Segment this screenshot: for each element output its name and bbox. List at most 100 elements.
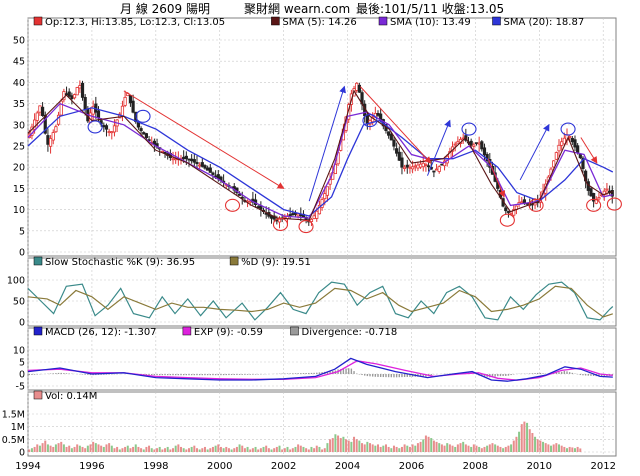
volume-bar bbox=[347, 440, 350, 452]
volume-bar bbox=[329, 439, 332, 452]
y-tick-label-price: 35 bbox=[13, 99, 25, 110]
x-tick-label: 1994 bbox=[15, 461, 40, 472]
volume-bar bbox=[315, 445, 318, 452]
volume-bar bbox=[552, 444, 555, 452]
y-tick-label-stoch: 50 bbox=[13, 297, 25, 308]
candle-body bbox=[562, 137, 566, 145]
volume-bar bbox=[515, 436, 518, 452]
candle-body bbox=[59, 100, 63, 116]
volume-bar bbox=[419, 441, 422, 452]
y-tick-label-price: 40 bbox=[13, 78, 25, 89]
candle-body bbox=[72, 94, 77, 99]
volume-bar bbox=[273, 448, 276, 452]
volume-bar bbox=[182, 448, 185, 452]
stoch-k-line bbox=[27, 281, 614, 321]
volume-bar bbox=[454, 446, 457, 452]
candle-body bbox=[190, 158, 194, 162]
volume-bar bbox=[539, 440, 542, 452]
volume-bar bbox=[148, 445, 151, 452]
volume-bar bbox=[318, 446, 321, 452]
volume-bar bbox=[544, 443, 547, 452]
candle-body bbox=[206, 167, 210, 171]
candle-body bbox=[424, 164, 428, 166]
volume-bar bbox=[124, 446, 127, 452]
volume-bar bbox=[265, 445, 268, 452]
volume-bar bbox=[456, 444, 459, 452]
trend-arrow-down bbox=[123, 90, 285, 189]
volume-bar bbox=[302, 446, 305, 452]
volume-bar bbox=[305, 448, 308, 452]
volume-bar bbox=[86, 445, 89, 452]
volume-bar bbox=[278, 445, 281, 452]
candle-body bbox=[198, 164, 202, 167]
candle-body bbox=[397, 151, 401, 161]
volume-bar bbox=[235, 446, 238, 452]
volume-bar bbox=[531, 433, 534, 452]
volume-bar bbox=[251, 448, 254, 452]
y-tick-label-stoch: 100 bbox=[7, 276, 25, 287]
volume-bar bbox=[334, 434, 337, 452]
volume-bar bbox=[281, 449, 284, 452]
x-tick-label: 2002 bbox=[271, 461, 296, 472]
x-tick-label: 2004 bbox=[335, 461, 360, 472]
candle-body bbox=[51, 132, 55, 141]
volume-bar bbox=[193, 445, 196, 452]
highlight-circle bbox=[606, 197, 622, 211]
candle-body bbox=[102, 125, 106, 128]
highlight-circle bbox=[272, 217, 289, 231]
y-tick-label-price: 25 bbox=[13, 142, 25, 153]
candle-body bbox=[560, 141, 564, 146]
x-tick-label: 1998 bbox=[143, 461, 168, 472]
highlight-circle bbox=[224, 198, 241, 212]
candle-body bbox=[453, 143, 457, 146]
candle-body bbox=[120, 105, 125, 117]
highlight-circle bbox=[528, 198, 544, 212]
volume-bar bbox=[528, 429, 531, 452]
volume-bar bbox=[166, 446, 169, 452]
volume-bar bbox=[534, 436, 537, 452]
volume-bar bbox=[299, 445, 302, 452]
sma5-line bbox=[27, 89, 613, 221]
volume-bar bbox=[507, 445, 510, 452]
highlight-circle bbox=[298, 220, 314, 234]
volume-bar bbox=[502, 448, 505, 452]
volume-bar bbox=[164, 448, 167, 452]
candle-body bbox=[413, 165, 417, 168]
candle-body bbox=[376, 113, 380, 116]
candle-body bbox=[43, 114, 47, 134]
volume-bar bbox=[257, 449, 260, 452]
volume-bar bbox=[294, 446, 297, 452]
candle-body bbox=[200, 162, 204, 167]
volume-bar bbox=[379, 446, 382, 452]
volume-bar bbox=[259, 448, 262, 452]
volume-bar bbox=[153, 449, 156, 452]
candle-body bbox=[123, 96, 127, 106]
candle-body bbox=[416, 164, 420, 169]
volume-bar bbox=[84, 448, 87, 452]
candle-body bbox=[581, 157, 585, 169]
volume-bar bbox=[563, 446, 566, 452]
volume-bar bbox=[414, 445, 417, 452]
candle-body bbox=[456, 141, 460, 144]
legend-swatch bbox=[290, 326, 299, 336]
volume-bar bbox=[446, 443, 449, 452]
candle-body bbox=[434, 168, 439, 171]
candle-body bbox=[104, 125, 109, 130]
volume-bar bbox=[97, 444, 100, 452]
candle-body bbox=[160, 150, 164, 153]
candle-body bbox=[211, 172, 215, 175]
volume-bar bbox=[486, 445, 489, 452]
volume-bar bbox=[384, 444, 387, 452]
legend-swatch bbox=[33, 16, 43, 26]
volume-bar bbox=[395, 446, 398, 452]
y-tick-label-macd: -5 bbox=[16, 382, 25, 393]
volume-bar bbox=[371, 444, 374, 452]
volume-bar bbox=[467, 445, 470, 452]
candle-body bbox=[139, 128, 143, 132]
x-tick-label: 2008 bbox=[463, 461, 488, 472]
candle-body bbox=[288, 214, 292, 216]
trend-arrow-down bbox=[487, 158, 506, 198]
candle-body bbox=[506, 211, 511, 213]
candle-body bbox=[203, 165, 207, 169]
